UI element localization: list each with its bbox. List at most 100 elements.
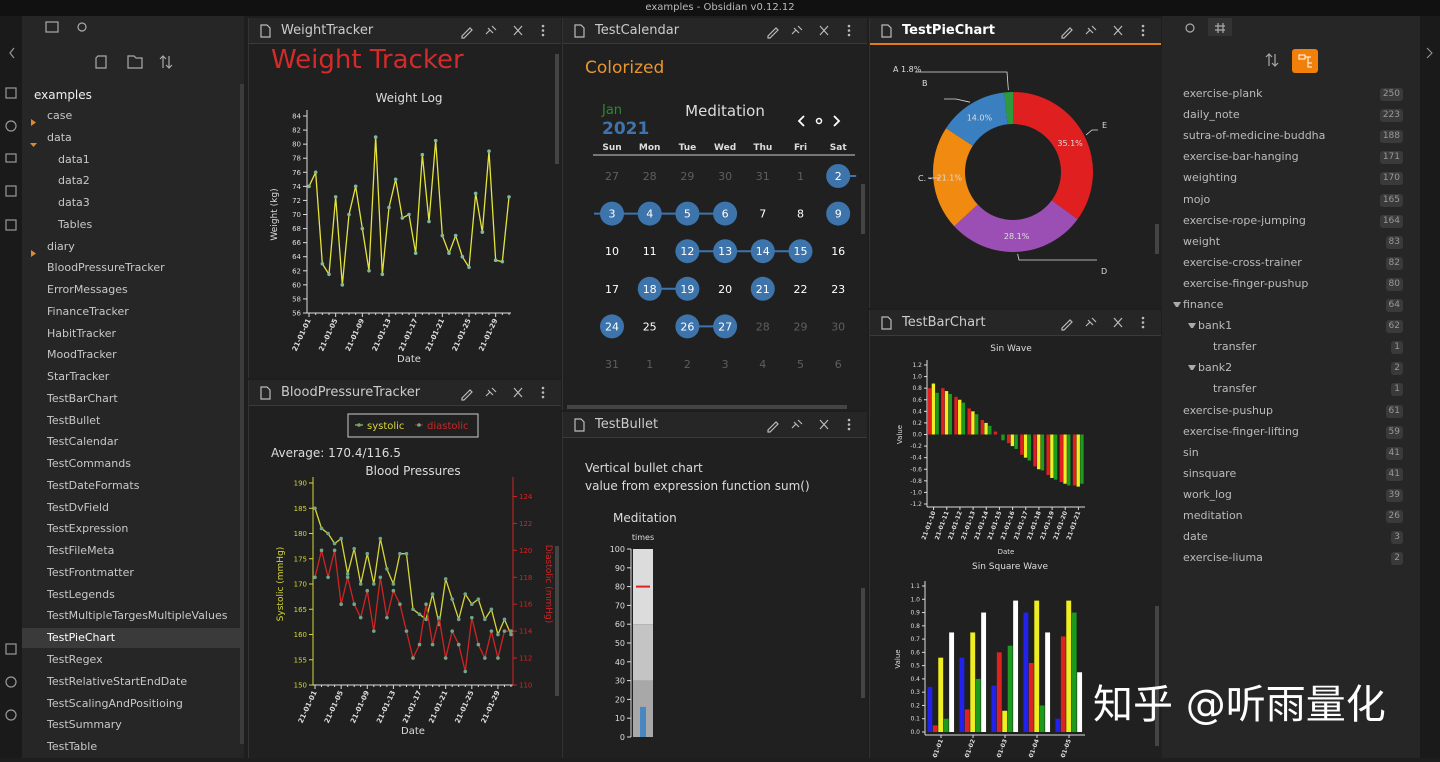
file-item[interactable]: data1 [58,152,90,166]
day[interactable]: 8 [797,208,804,221]
file-item[interactable]: data3 [58,196,90,210]
tag-row[interactable]: meditation 26 [1162,509,1420,527]
header-icons[interactable] [563,18,867,43]
tag-row[interactable]: transfer 1 [1162,382,1420,400]
file-item[interactable]: TestDvField [47,500,110,514]
file-item[interactable]: FinanceTracker [47,304,129,318]
tag-row[interactable]: work_log 39 [1162,488,1420,506]
day[interactable]: 29 [680,170,694,183]
day[interactable]: 3 [722,358,729,371]
prev-button[interactable] [797,115,805,127]
file-item[interactable]: TestBarChart [47,391,118,405]
tag-row[interactable]: date 3 [1162,530,1420,548]
day[interactable]: 12 [680,245,694,258]
day[interactable]: 27 [605,170,619,183]
day[interactable]: 2 [684,358,691,371]
day[interactable]: 23 [831,283,845,296]
header-icons[interactable] [249,380,561,405]
day[interactable]: 26 [680,320,694,333]
day[interactable]: 31 [605,358,619,371]
day[interactable]: 3 [609,208,616,221]
tag-row[interactable]: weighting 170 [1162,171,1420,189]
tag-row[interactable]: exercise-finger-pushup 80 [1162,277,1420,295]
day[interactable]: 6 [835,358,842,371]
file-item[interactable]: TestCalendar [47,435,119,449]
file-item[interactable]: HabitTracker [47,326,117,340]
file-item[interactable]: TestPieChart [47,631,116,645]
file-item[interactable]: TestBullet [47,413,101,427]
tag-row[interactable]: finance 64 [1162,298,1420,316]
tag-row[interactable]: sinsquare 41 [1162,467,1420,485]
folder-item[interactable]: diary [47,239,75,253]
header-icons[interactable] [870,18,1161,43]
day[interactable]: 5 [797,358,804,371]
tag-toolbar[interactable] [1162,16,1420,80]
folder-item[interactable]: case [47,109,73,122]
day[interactable]: 9 [835,208,842,221]
tag-row[interactable]: daily_note 223 [1162,108,1420,126]
day[interactable]: 14 [756,245,770,258]
tag-row[interactable]: exercise-bar-hanging 171 [1162,150,1420,168]
day[interactable]: 24 [605,320,619,333]
header-icons[interactable] [249,18,561,43]
day[interactable]: 2 [835,170,842,183]
day[interactable]: 30 [718,170,732,183]
file-item[interactable]: TestCommands [47,457,131,471]
explorer-toolbar[interactable] [22,16,244,76]
file-item[interactable]: TestFrontmatter [47,565,134,579]
file-item[interactable]: StarTracker [47,370,110,384]
ribbon-icons[interactable] [0,16,22,758]
next-button[interactable] [833,115,841,127]
day[interactable]: 13 [718,245,732,258]
day[interactable]: 31 [756,170,770,183]
tag-row[interactable]: exercise-cross-trainer 82 [1162,256,1420,274]
day[interactable]: 28 [643,170,657,183]
day[interactable]: 15 [794,245,808,258]
day[interactable]: 28 [756,320,770,333]
file-item[interactable]: TestSummary [47,718,122,732]
tag-row[interactable]: bank2 2 [1162,361,1420,379]
day[interactable]: 18 [643,283,657,296]
file-item[interactable]: TestScalingAndPositioing [47,696,183,710]
file-item[interactable]: TestTable [47,740,98,754]
day[interactable]: 20 [718,283,732,296]
tag-row[interactable]: bank1 62 [1162,319,1420,337]
day[interactable]: 1 [646,358,653,371]
file-item[interactable]: TestDateFormats [47,478,140,492]
tag-row[interactable]: exercise-plank 250 [1162,87,1420,105]
day[interactable]: 16 [831,245,845,258]
tag-row[interactable]: exercise-liuma 2 [1162,551,1420,569]
day[interactable]: 17 [605,283,619,296]
day[interactable]: 7 [759,208,766,221]
day[interactable]: 19 [680,283,694,296]
tag-row[interactable]: exercise-pushup 61 [1162,404,1420,422]
tag-row[interactable]: sin 41 [1162,446,1420,464]
day[interactable]: 29 [794,320,808,333]
tag-row[interactable]: exercise-rope-jumping 164 [1162,214,1420,232]
today-button[interactable] [815,117,823,125]
day[interactable]: 21 [756,283,770,296]
file-item[interactable]: BloodPressureTracker [47,261,165,275]
day[interactable]: 1 [797,170,804,183]
file-item[interactable]: TestMultipleTargesMultipleValues [47,609,228,623]
fold-arrow[interactable] [30,243,38,257]
file-item[interactable]: TestRelativeStartEndDate [47,674,188,688]
day[interactable]: 5 [684,208,691,221]
tag-row[interactable]: transfer 1 [1162,340,1420,358]
header-icons[interactable] [563,412,867,437]
day[interactable]: 22 [794,283,808,296]
header-icons[interactable] [870,310,1161,335]
day[interactable]: 30 [831,320,845,333]
tag-row[interactable]: exercise-finger-lifting 59 [1162,425,1420,443]
file-item[interactable]: data2 [58,174,90,188]
day[interactable]: 25 [643,320,657,333]
day[interactable]: 10 [605,245,619,258]
file-item[interactable]: TestLegends [47,587,115,601]
file-item[interactable]: MoodTracker [47,348,117,362]
day[interactable]: 11 [643,245,657,258]
fold-arrow[interactable] [30,112,38,126]
day[interactable]: 4 [646,208,653,221]
file-item[interactable]: TestFileMeta [47,544,115,558]
vault-name[interactable]: examples [34,88,92,102]
file-item[interactable]: Tables [58,217,93,231]
